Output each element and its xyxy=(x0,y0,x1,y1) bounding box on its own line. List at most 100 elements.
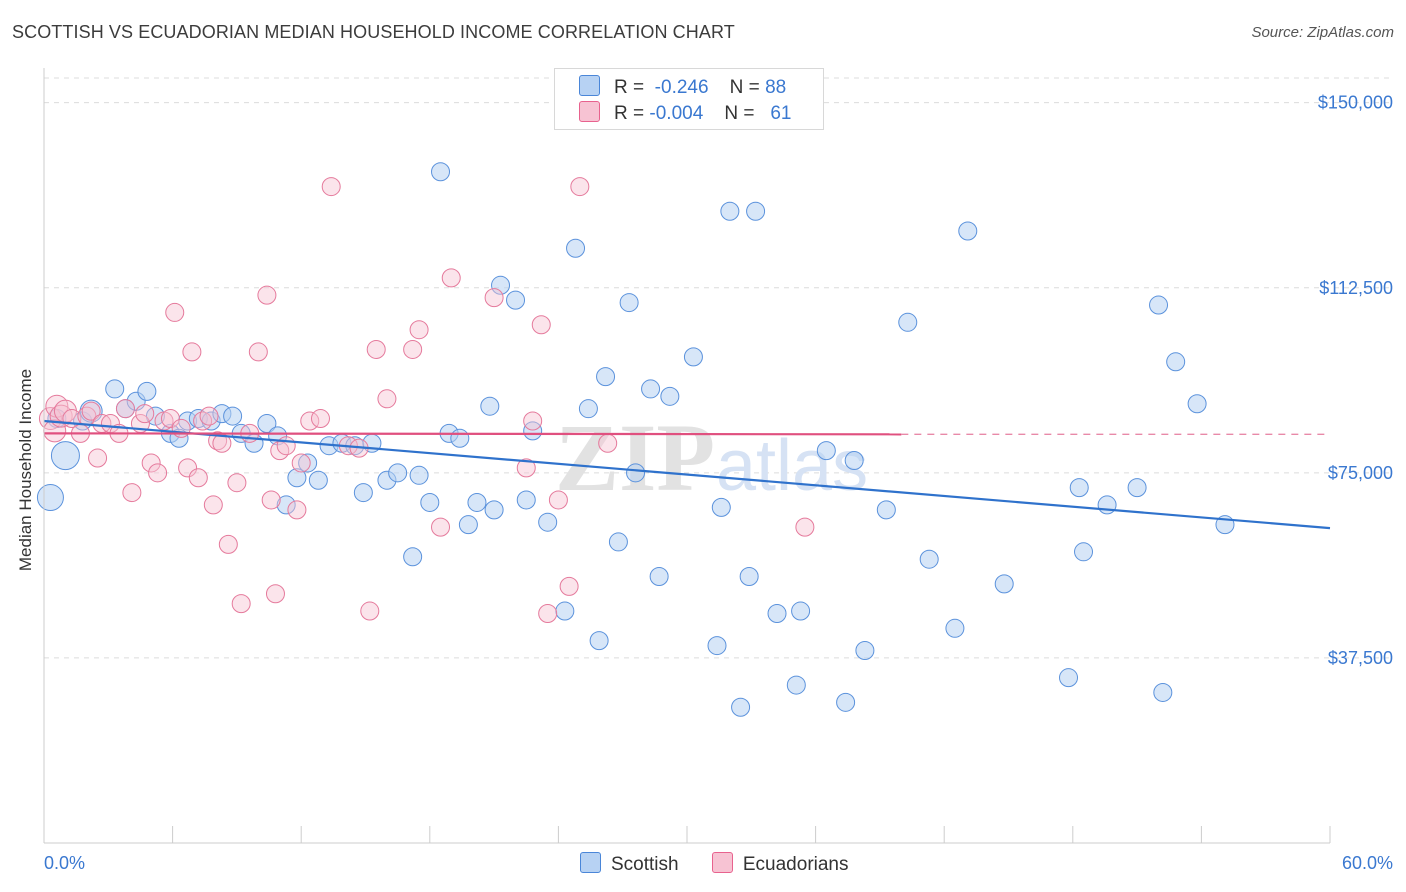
ecuadorian-point xyxy=(227,473,247,493)
legend-n-value: 88 xyxy=(765,77,787,98)
scottish-point xyxy=(276,495,296,515)
ecuadorian-point xyxy=(171,418,191,438)
ecuadorian-point xyxy=(135,404,155,424)
scottish-point xyxy=(308,470,328,490)
ecuadorian-point xyxy=(178,458,198,478)
scottish-point xyxy=(626,463,646,483)
legend-r-value: -0.004 xyxy=(649,103,704,124)
ecuadorian-point xyxy=(531,315,551,335)
ecuadorian-point xyxy=(231,594,251,614)
ecuadorian-point xyxy=(276,436,296,456)
ecuadorian-point xyxy=(199,406,219,426)
chart-source: Source: ZipAtlas.com xyxy=(1251,24,1394,41)
scottish-point xyxy=(506,290,526,310)
scottish-point xyxy=(137,381,157,401)
scottish-swatch xyxy=(579,75,600,96)
ecuadorian-point xyxy=(403,339,423,359)
scottish-point xyxy=(707,636,727,656)
scottish-point xyxy=(36,484,64,512)
legend-n-value: 61 xyxy=(770,103,792,124)
legend-r-value: -0.246 xyxy=(654,77,709,98)
ecuadorian-point xyxy=(122,483,142,503)
scottish-point xyxy=(538,512,558,532)
scottish-point xyxy=(786,675,806,695)
scottish-point xyxy=(1149,295,1169,315)
scottish-point xyxy=(945,618,965,638)
y-tick-label: $150,000 xyxy=(1318,93,1393,113)
legend-item-ecuadorians[interactable]: Ecuadorians xyxy=(711,852,849,876)
legend-label-ecuadorians: Ecuadorians xyxy=(742,854,849,875)
scottish-point xyxy=(731,697,751,717)
x-tick-label: 0.0% xyxy=(44,853,85,873)
ecuadorian-point xyxy=(538,604,558,623)
y-tick-label: $37,500 xyxy=(1328,648,1393,668)
ecuadorian-point xyxy=(516,458,536,478)
scottish-point xyxy=(660,386,680,406)
ecuadorian-point xyxy=(141,453,161,473)
scottish-point xyxy=(720,201,740,221)
legend-row-scottish: R = -0.246 N = 88 xyxy=(579,75,786,101)
scottish-point xyxy=(836,692,856,712)
scottish-point xyxy=(484,500,504,520)
scottish-point xyxy=(578,399,598,419)
ecuadorian-point xyxy=(261,490,281,510)
scottish-point xyxy=(855,641,875,661)
ecuadorians-swatch xyxy=(579,101,600,122)
scottish-point xyxy=(739,566,759,586)
ecuadorian-point xyxy=(148,463,168,483)
scottish-point xyxy=(596,367,616,387)
legend-n-label: N = xyxy=(724,103,755,124)
ecuadorian-point xyxy=(441,268,461,288)
scottish-point xyxy=(480,396,500,416)
scottish-point xyxy=(409,465,429,485)
scottish-point xyxy=(876,500,896,520)
legend-item-scottish[interactable]: Scottish xyxy=(580,852,679,876)
ecuadorian-point xyxy=(548,490,568,510)
scottish-point xyxy=(1069,478,1089,498)
legend-label-scottish: Scottish xyxy=(611,854,679,875)
ecuadorian-point xyxy=(218,534,238,554)
watermark-atlas: atlas xyxy=(716,426,868,506)
scottish-point xyxy=(1097,495,1117,515)
ecuadorian-point xyxy=(484,288,504,308)
scottish-point xyxy=(816,441,836,461)
ecuadorian-point xyxy=(193,411,213,431)
ecuadorian-point xyxy=(287,500,307,520)
scottish-point xyxy=(767,604,787,623)
scottish-point xyxy=(1153,682,1173,702)
ecuadorian-point xyxy=(165,302,185,322)
scottish-point xyxy=(450,428,470,448)
correlation-legend: R = -0.246 N = 88 R = -0.004 N = 61 xyxy=(554,68,824,130)
x-tick-label: 60.0% xyxy=(1342,853,1393,873)
ecuadorians-swatch xyxy=(711,852,733,873)
ecuadorian-point xyxy=(88,448,108,468)
ecuadorian-point xyxy=(248,342,268,362)
y-tick-label: $112,500 xyxy=(1319,278,1393,298)
legend-r-label: R = xyxy=(614,77,645,98)
scottish-point xyxy=(711,497,731,517)
scottish-point xyxy=(257,413,277,433)
scottish-swatch xyxy=(580,852,601,873)
scottish-point xyxy=(467,492,487,512)
ecuadorian-point xyxy=(81,401,101,421)
scottish-point xyxy=(431,162,451,182)
scottish-point xyxy=(491,275,511,295)
y-tick-label: $75,000 xyxy=(1328,463,1393,483)
ecuadorian-point xyxy=(310,409,330,429)
scottish-point xyxy=(898,312,918,332)
scottish-point xyxy=(1059,668,1079,688)
ecuadorian-point xyxy=(321,177,341,197)
series-legend: Scottish Ecuadorians xyxy=(580,852,877,876)
ecuadorian-point xyxy=(377,389,397,409)
legend-row-ecuadorians: R = -0.004 N = 61 xyxy=(579,101,791,127)
ecuadorian-point xyxy=(523,411,543,431)
scottish-point xyxy=(1166,352,1186,372)
ecuadorian-point xyxy=(188,468,208,488)
scottish-point xyxy=(1127,478,1147,498)
ecuadorian-point xyxy=(795,517,815,537)
ecuadorian-point xyxy=(559,576,579,596)
ecuadorian-point xyxy=(366,339,386,359)
scottish-point xyxy=(589,631,609,651)
scottish-point xyxy=(298,453,318,473)
